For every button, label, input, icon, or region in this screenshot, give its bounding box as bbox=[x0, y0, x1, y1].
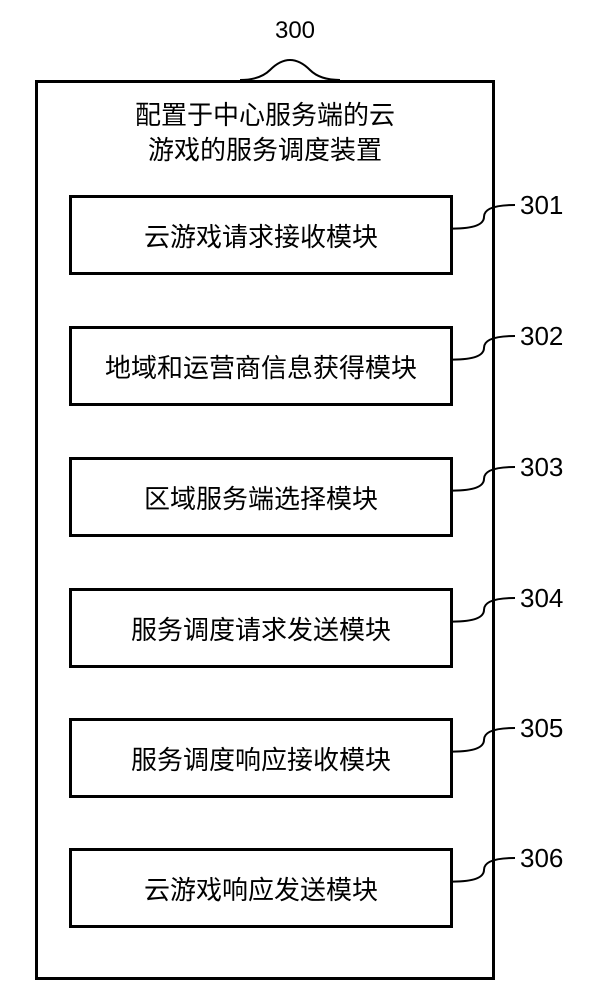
title-line-1: 配置于中心服务端的云 bbox=[38, 98, 492, 133]
callout-line bbox=[453, 853, 525, 892]
module-box: 区域服务端选择模块 bbox=[69, 457, 453, 537]
module-label: 地域和运营商信息获得模块 bbox=[105, 348, 417, 385]
diagram-title: 配置于中心服务端的云 游戏的服务调度装置 bbox=[38, 98, 492, 168]
main-label-wrapper: 300 bbox=[0, 15, 590, 46]
module-box: 云游戏响应发送模块 bbox=[69, 848, 453, 928]
module-label: 区域服务端选择模块 bbox=[144, 479, 378, 516]
module-label: 云游戏响应发送模块 bbox=[144, 870, 378, 907]
callout-line bbox=[453, 462, 525, 501]
callout-label: 301 bbox=[520, 190, 563, 221]
module-label: 服务调度请求发送模块 bbox=[131, 610, 391, 647]
callout-line bbox=[453, 331, 525, 370]
callout-line bbox=[453, 200, 525, 239]
main-label: 300 bbox=[275, 17, 315, 44]
callout-label: 304 bbox=[520, 583, 563, 614]
callout-label: 302 bbox=[520, 321, 563, 352]
callout-line bbox=[453, 723, 525, 762]
callout-label: 306 bbox=[520, 843, 563, 874]
module-box: 地域和运营商信息获得模块 bbox=[69, 326, 453, 406]
callout-line bbox=[453, 593, 525, 632]
module-box: 服务调度请求发送模块 bbox=[69, 588, 453, 668]
module-label: 服务调度响应接收模块 bbox=[131, 740, 391, 777]
title-line-2: 游戏的服务调度装置 bbox=[38, 133, 492, 168]
callout-label: 305 bbox=[520, 713, 563, 744]
module-box: 服务调度响应接收模块 bbox=[69, 718, 453, 798]
module-box: 云游戏请求接收模块 bbox=[69, 195, 453, 275]
callout-label: 303 bbox=[520, 452, 563, 483]
module-label: 云游戏请求接收模块 bbox=[144, 217, 378, 254]
